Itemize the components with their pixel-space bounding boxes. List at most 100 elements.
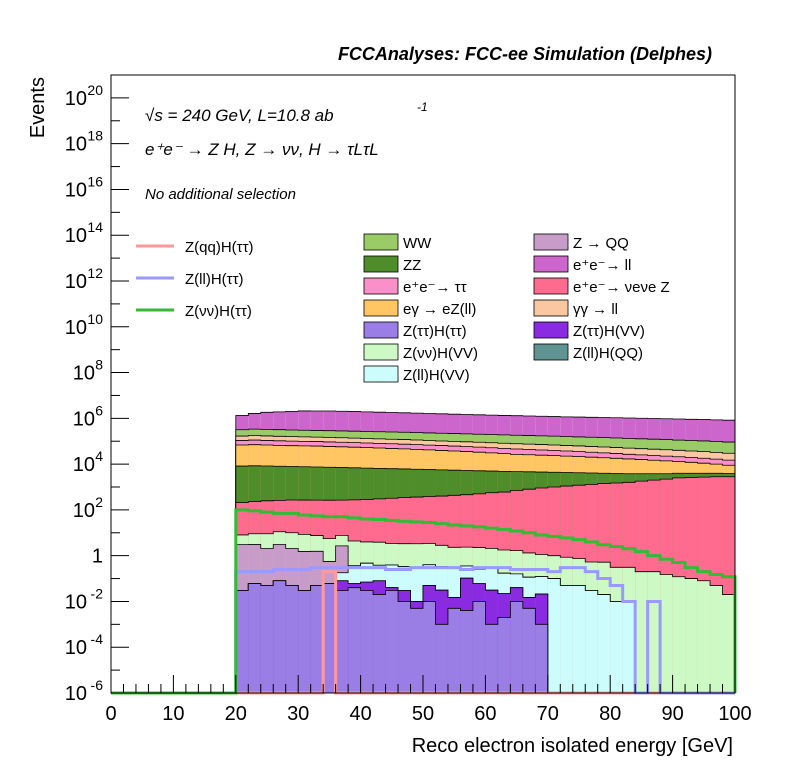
y-tick-label: 10 (73, 363, 95, 385)
line-series-2 (111, 508, 737, 695)
stack-bar (335, 590, 349, 693)
y-tick-label: 10 (65, 225, 87, 247)
stack-bar (235, 590, 249, 693)
stack-series-0 (235, 580, 735, 694)
legend-box-swatch (533, 321, 569, 339)
y-tick-exponent: 14 (87, 219, 103, 235)
stack-bar (710, 585, 723, 693)
y-tick-label: 10 (65, 134, 87, 156)
stack-bar (447, 608, 461, 693)
stack-bar (260, 585, 274, 693)
stack-bar (572, 585, 586, 693)
legend-label: e⁺e⁻→ ll (573, 257, 631, 274)
y-tick-label: 10 (65, 88, 87, 110)
stack-bar (560, 585, 573, 693)
legend-box-swatch (363, 365, 399, 383)
legend-mid: WW ZZ e⁺e⁻→ ττ eγ → eZ(ll) Z(ττ)H(ττ) Z(νν)H(… (363, 233, 478, 384)
y-tick-exponent: -6 (91, 677, 104, 693)
x-tick-label: 70 (537, 703, 559, 725)
stack-bar (497, 617, 511, 693)
legend-box-swatch (533, 277, 569, 295)
stack-bar (660, 574, 673, 693)
y-tick-exponent: 16 (87, 173, 103, 189)
y-tick-exponent: 2 (95, 494, 103, 510)
legend-label: Z(νν)H(ττ) (185, 303, 252, 320)
stack-outline (235, 435, 736, 693)
legend-box-swatch (363, 255, 399, 273)
stack-outline (235, 476, 736, 693)
stack-bar (435, 624, 448, 693)
y-tick-label: 10 (73, 454, 95, 476)
x-tick-label: 10 (162, 703, 184, 725)
energy-text: √s = 240 GeV, L=10.8 ab (145, 106, 334, 125)
stack-outline (235, 428, 736, 693)
legend-box-swatch (533, 233, 569, 251)
stack-bar (597, 594, 611, 693)
y-tick-exponent: 6 (95, 402, 103, 418)
x-tick-label: 0 (105, 703, 116, 725)
legend-left: Z(qq)H(ττ) Z(ll)H(ττ) Z(νν)H(ττ) (136, 239, 254, 320)
stack-outline (235, 410, 736, 693)
stack-outline (235, 439, 736, 693)
stack-bar (635, 571, 648, 693)
y-tick-label: 1 (92, 546, 103, 568)
stack-bar (547, 578, 561, 693)
y-tick-exponent: -2 (91, 585, 104, 601)
y-tick-exponent: 10 (87, 311, 103, 327)
legend-label: Z(νν)H(VV) (403, 345, 478, 362)
legend-label: γγ → ll (573, 301, 618, 318)
stack-bar (697, 580, 711, 693)
stack-outline (235, 465, 736, 693)
stack-bar (360, 590, 374, 693)
y-axis-ticks: -610-410-2101210410610810101012101410161… (65, 82, 129, 705)
legend-right: Z → QQ e⁺e⁻→ ll e⁺e⁻→ νeνe Z γγ → ll Z(ττ)H(… (533, 233, 670, 362)
stack-bar (323, 583, 336, 693)
legend-label: ZZ (403, 257, 421, 274)
stack-bar (373, 594, 386, 693)
legend-label: WW (403, 235, 432, 252)
legend-box-swatch (533, 299, 569, 317)
stack-bar (535, 624, 548, 693)
stack-bar (522, 608, 536, 693)
legend-box-swatch (533, 343, 569, 361)
stack-bar (622, 601, 636, 693)
y-tick-exponent: 4 (95, 448, 103, 464)
legend-box-swatch (363, 277, 399, 295)
x-tick-label: 80 (599, 703, 621, 725)
y-axis-label: Events (27, 77, 49, 138)
x-tick-label: 20 (225, 703, 247, 725)
y-tick-label: 10 (65, 637, 87, 659)
y-tick-label: 10 (65, 317, 87, 339)
legend-box-swatch (363, 321, 399, 339)
y-tick-label: 10 (65, 179, 87, 201)
stack-bar (285, 585, 299, 693)
stack-bar (585, 590, 598, 693)
y-tick-exponent: 12 (87, 265, 103, 281)
stack-bar (485, 624, 498, 693)
stack-bar (510, 601, 523, 693)
stack-bar (398, 601, 411, 693)
stack-bar (472, 601, 486, 693)
stack-bar (672, 576, 686, 693)
y-tick-label: 10 (65, 683, 87, 705)
stack-bar (273, 580, 286, 693)
stack-outline (235, 444, 736, 693)
legend-label: Z → QQ (573, 235, 629, 252)
legend-label: e⁺e⁻→ νeνe Z (573, 279, 670, 296)
legend-label: Z(ll)H(VV) (403, 367, 470, 384)
x-tick-label: 50 (412, 703, 434, 725)
stack-bar (423, 601, 436, 693)
legend-label: Z(ll)H(ττ) (185, 271, 244, 288)
x-tick-label: 90 (661, 703, 683, 725)
stack-bar (410, 608, 423, 693)
legend-label: Z(ττ)H(ττ) (403, 323, 467, 340)
x-axis-label: Reco electron isolated energy [GeV] (412, 735, 733, 757)
y-tick-exponent: 8 (95, 357, 103, 373)
y-tick-label: 10 (65, 271, 87, 293)
stack-outline (235, 531, 736, 693)
stack-bar (647, 571, 661, 693)
stack-bar (348, 587, 361, 693)
annotation-energy: √s = 240 GeV, L=10.8 ab -1 (145, 100, 428, 125)
stack-bar (310, 585, 324, 693)
